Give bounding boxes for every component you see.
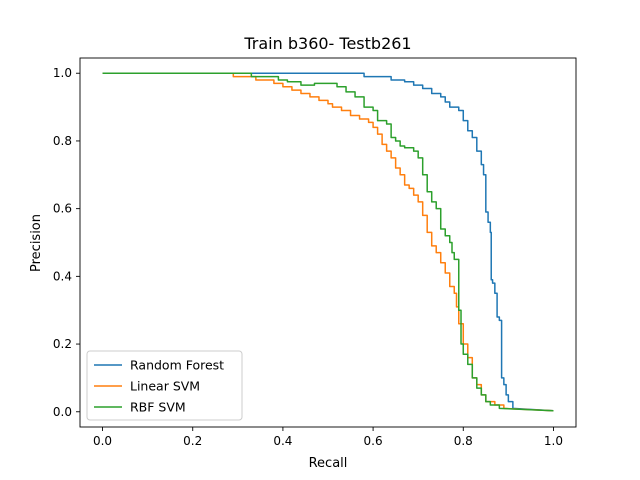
- series-line-1: [102, 72, 554, 412]
- x-axis-ticks: 0.0 0.2 0.4 0.6 0.8 1.0: [93, 427, 563, 448]
- y-tick-label: 0.0: [53, 405, 72, 419]
- legend-label: Linear SVM: [130, 379, 200, 394]
- legend: Random Forest Linear SVM RBF SVM: [86, 350, 243, 421]
- y-axis-ticks: 0.0 0.2 0.4 0.6 0.8 1.0: [53, 66, 80, 419]
- x-tick-label: 0.0: [93, 434, 112, 448]
- legend-label: Random Forest: [130, 358, 224, 373]
- axes-frame: [79, 57, 577, 428]
- x-tick-label: 0.2: [183, 434, 202, 448]
- chart-title: Train b360- Testb261: [243, 34, 411, 53]
- legend-box: [86, 350, 243, 421]
- y-tick-label: 0.2: [53, 337, 72, 351]
- x-axis-label: Recall: [309, 456, 348, 471]
- x-tick-label: 0.4: [273, 434, 292, 448]
- y-axis-label: Precision: [29, 214, 44, 272]
- legend-label: RBF SVM: [130, 400, 186, 415]
- series-line-2: [102, 72, 554, 412]
- x-tick-label: 1.0: [544, 434, 563, 448]
- y-tick-label: 0.8: [53, 134, 72, 148]
- x-tick-label: 0.6: [364, 434, 383, 448]
- y-tick-label: 0.6: [53, 202, 72, 216]
- y-tick-label: 1.0: [53, 66, 72, 80]
- x-tick-label: 0.8: [454, 434, 473, 448]
- y-tick-label: 0.4: [53, 269, 72, 283]
- plot-area: [102, 72, 554, 412]
- series-line-0: [102, 72, 554, 412]
